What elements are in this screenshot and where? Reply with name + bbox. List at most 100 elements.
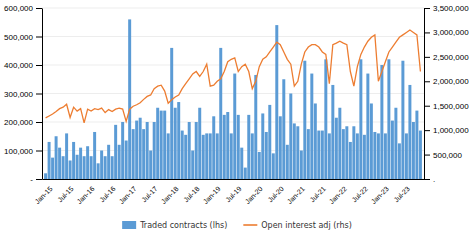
bar — [370, 103, 373, 179]
tick-mark — [424, 32, 430, 33]
bar — [300, 151, 303, 180]
tick-label: 2,000,000 — [433, 77, 469, 86]
tick: 500,000 — [424, 151, 462, 160]
bar — [293, 123, 296, 179]
bar — [69, 160, 72, 179]
tick: 100,000 — [4, 147, 42, 156]
bar — [384, 133, 387, 179]
bar — [97, 163, 100, 179]
bar — [79, 148, 82, 179]
tick: Jan-16 — [76, 185, 96, 205]
tick: Jan-18 — [160, 185, 180, 205]
bar — [209, 133, 212, 179]
bar — [387, 59, 390, 179]
y2-axis: . 500,000 1,000,000 1,500,000 2,000,000 2,500… — [424, 4, 469, 184]
bar — [135, 121, 138, 179]
bar — [167, 133, 170, 179]
tick-label: . — [433, 175, 435, 184]
bar — [314, 103, 317, 179]
tick-label: 3,500,000 — [433, 4, 469, 13]
tick-label: Jan-19 — [202, 185, 222, 205]
bar — [338, 108, 341, 179]
tick: 600,000 — [4, 4, 42, 13]
y-axis: -100,000200,000300,000400,000500,000600,… — [4, 4, 42, 184]
bar — [184, 135, 187, 179]
axis-line — [42, 9, 43, 180]
bar — [107, 145, 110, 179]
bar — [345, 126, 348, 179]
bar — [132, 129, 135, 179]
bar — [121, 122, 124, 179]
bar — [237, 115, 240, 179]
tick: . — [424, 175, 435, 184]
legend-swatch — [243, 224, 257, 226]
tick-label: Jul-23 — [393, 185, 412, 204]
tick: 1,000,000 — [424, 126, 469, 135]
bar — [317, 131, 320, 179]
bar — [76, 155, 79, 179]
x-axis: Jan-15Jul-15Jan-16Jul-16Jan-17Jul-17Jan-… — [34, 180, 425, 206]
bar — [251, 133, 254, 179]
tick-mark — [424, 81, 430, 82]
bar — [125, 141, 128, 179]
tick-label: Jul-21 — [308, 185, 327, 204]
tick-label: Jul-19 — [224, 185, 243, 204]
tick-mark — [36, 65, 42, 66]
bar — [321, 131, 324, 179]
tick-label: Jul-16 — [98, 185, 117, 204]
bar — [286, 145, 289, 179]
tick-mark — [36, 8, 42, 9]
legend-swatch — [122, 221, 136, 229]
tick-label: 400,000 — [4, 61, 33, 70]
bar — [205, 133, 208, 179]
bar — [177, 102, 180, 179]
legend: Traded contracts (lhs)Open interest adj … — [122, 221, 352, 230]
bar — [104, 156, 107, 179]
bar — [62, 156, 65, 179]
tick: Jan-22 — [328, 185, 348, 205]
bar — [230, 133, 233, 179]
line — [46, 30, 421, 123]
bar — [55, 136, 58, 179]
tick-label: Jan-20 — [244, 185, 264, 205]
tick-mark — [424, 8, 430, 9]
bar — [405, 133, 408, 179]
bar — [328, 133, 331, 179]
tick-label: 2,500,000 — [433, 53, 469, 62]
bar — [142, 129, 145, 179]
tick-label: 500,000 — [4, 33, 33, 42]
bar — [219, 48, 222, 179]
tick-label: Jan-21 — [286, 185, 306, 205]
tick-label: 300,000 — [4, 90, 33, 99]
tick-label: Jul-18 — [182, 185, 201, 204]
bar — [310, 74, 313, 179]
bar — [335, 118, 338, 179]
tick-label: Jul-22 — [350, 185, 369, 204]
tick: 2,000,000 — [424, 77, 469, 86]
tick: 500,000 — [4, 33, 42, 42]
bar — [349, 142, 352, 179]
bar — [156, 108, 159, 179]
bar — [86, 146, 89, 179]
tick-mark — [36, 37, 42, 38]
tick: Jul-23 — [393, 185, 412, 204]
bar — [163, 111, 166, 179]
tick-label: Jul-15 — [56, 185, 75, 204]
bar — [111, 156, 114, 179]
bar — [181, 131, 184, 179]
bar — [188, 122, 191, 179]
tick-label: Jul-20 — [266, 185, 285, 204]
bar — [282, 79, 285, 179]
tick: Jan-19 — [202, 185, 222, 205]
bar — [93, 132, 96, 179]
tick-label: Jul-17 — [140, 185, 159, 204]
bar — [279, 116, 282, 179]
tick: Jul-21 — [308, 185, 327, 204]
plot: Jan-15Jul-15Jan-16Jul-16Jan-17Jul-17Jan-… — [4, 4, 469, 205]
marks — [44, 19, 422, 179]
legend-label: Open interest adj (rhs) — [261, 221, 352, 230]
bar — [223, 115, 226, 179]
bar — [191, 151, 194, 180]
tick: Jan-21 — [286, 185, 306, 205]
tick-label: 1,500,000 — [433, 102, 469, 111]
